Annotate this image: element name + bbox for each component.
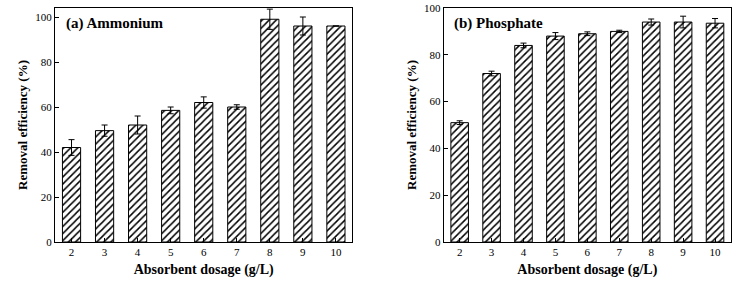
svg-text:(a) Ammonium: (a) Ammonium: [66, 15, 164, 32]
svg-text:9: 9: [680, 246, 686, 258]
svg-text:5: 5: [553, 246, 559, 258]
svg-text:60: 60: [430, 95, 442, 107]
svg-text:4: 4: [135, 246, 141, 258]
svg-text:2: 2: [457, 246, 463, 258]
svg-text:8: 8: [648, 246, 654, 258]
svg-text:100: 100: [424, 2, 441, 14]
svg-text:2: 2: [69, 246, 75, 258]
svg-text:3: 3: [102, 246, 108, 258]
svg-text:40: 40: [430, 142, 442, 154]
svg-text:100: 100: [35, 11, 52, 23]
svg-text:20: 20: [430, 189, 442, 201]
svg-text:Absorbent dosage (g/L): Absorbent dosage (g/L): [517, 262, 657, 278]
svg-text:3: 3: [489, 246, 495, 258]
svg-text:4: 4: [521, 246, 527, 258]
svg-text:0: 0: [435, 236, 441, 248]
svg-text:20: 20: [41, 191, 53, 203]
svg-text:9: 9: [300, 246, 306, 258]
svg-text:5: 5: [168, 246, 174, 258]
svg-text:7: 7: [234, 246, 240, 258]
svg-text:7: 7: [617, 246, 623, 258]
svg-text:(b) Phosphate: (b) Phosphate: [454, 15, 543, 32]
svg-text:6: 6: [585, 246, 591, 258]
svg-text:6: 6: [201, 246, 207, 258]
svg-text:Removal efficiency (%): Removal efficiency (%): [15, 60, 30, 190]
svg-text:0: 0: [46, 236, 52, 248]
svg-text:Absorbent dosage (g/L): Absorbent dosage (g/L): [134, 262, 274, 278]
svg-text:80: 80: [41, 56, 53, 68]
svg-text:8: 8: [267, 246, 273, 258]
svg-text:40: 40: [41, 146, 53, 158]
svg-text:10: 10: [710, 246, 722, 258]
svg-text:60: 60: [41, 101, 53, 113]
svg-text:10: 10: [330, 246, 342, 258]
svg-text:Removal efficiency (%): Removal efficiency (%): [404, 60, 419, 190]
svg-text:80: 80: [430, 49, 442, 61]
